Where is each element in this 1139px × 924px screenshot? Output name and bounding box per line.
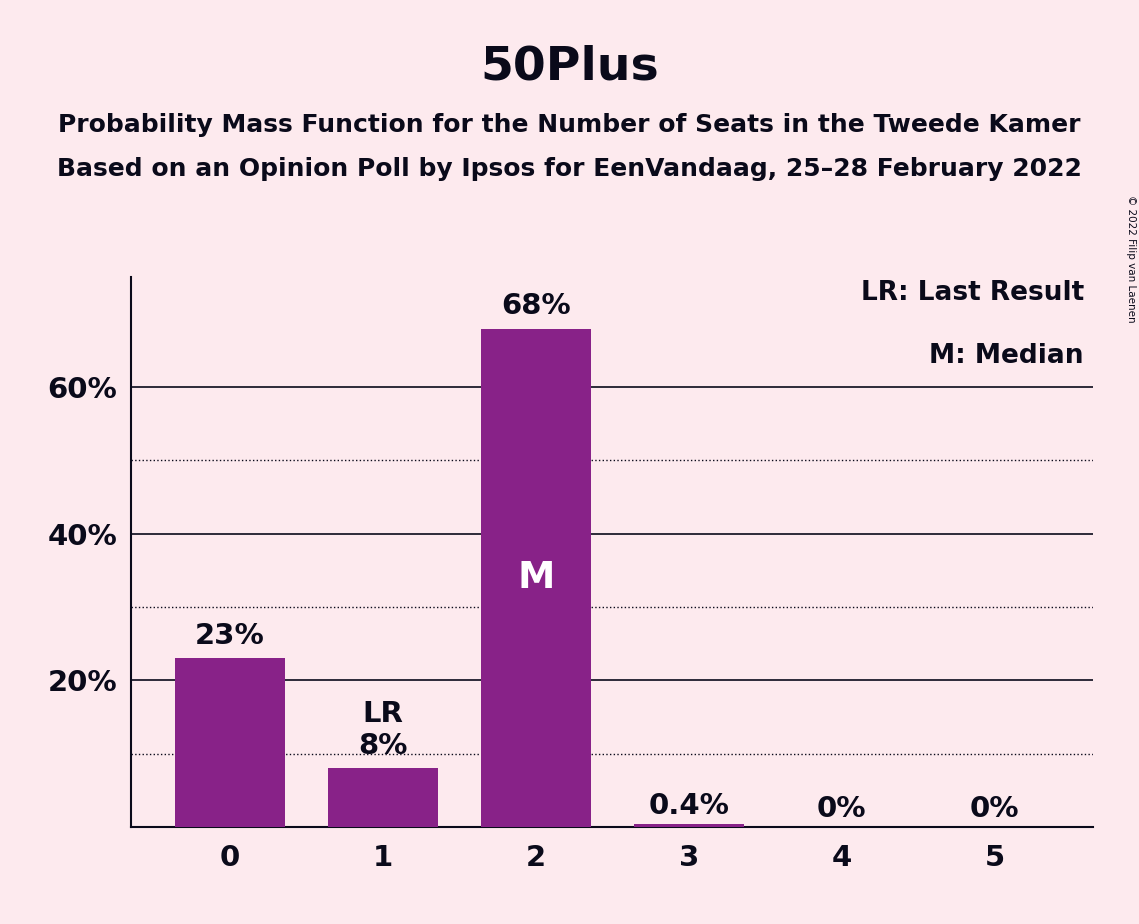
Text: LR: Last Result: LR: Last Result: [861, 280, 1084, 306]
Text: © 2022 Filip van Laenen: © 2022 Filip van Laenen: [1126, 195, 1136, 322]
Bar: [328, 769, 437, 827]
Text: Probability Mass Function for the Number of Seats in the Tweede Kamer: Probability Mass Function for the Number…: [58, 113, 1081, 137]
Text: M: M: [517, 560, 555, 596]
Bar: [481, 329, 591, 827]
Text: 68%: 68%: [501, 292, 571, 320]
Text: 23%: 23%: [195, 622, 264, 650]
Text: Based on an Opinion Poll by Ipsos for EenVandaag, 25–28 February 2022: Based on an Opinion Poll by Ipsos for Ee…: [57, 157, 1082, 181]
Text: 8%: 8%: [358, 732, 408, 760]
Text: 50Plus: 50Plus: [481, 44, 658, 90]
Text: 0%: 0%: [817, 795, 867, 822]
Bar: [174, 659, 285, 827]
Text: M: Median: M: Median: [929, 343, 1084, 370]
Text: 0%: 0%: [970, 795, 1019, 822]
Bar: [633, 824, 744, 827]
Text: LR: LR: [362, 700, 403, 728]
Text: 0.4%: 0.4%: [648, 792, 729, 820]
